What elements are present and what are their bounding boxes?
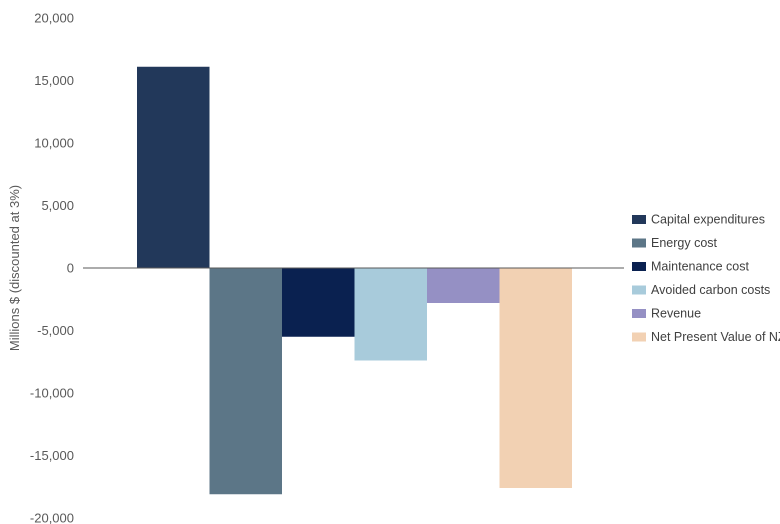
bar	[209, 268, 282, 495]
legend-swatch	[632, 262, 646, 271]
legend-swatch	[632, 238, 646, 248]
legend-swatch	[632, 309, 646, 318]
y-tick-label: 10,000	[34, 136, 74, 151]
y-tick-label: 0	[67, 261, 74, 276]
y-tick-label: 20,000	[34, 11, 74, 26]
legend-swatch	[632, 285, 646, 295]
bar	[137, 66, 210, 268]
legend-label: Capital expenditures	[651, 213, 765, 227]
y-tick-label: -20,000	[30, 511, 74, 524]
y-tick-label: 15,000	[34, 73, 74, 88]
y-tick-label: 5,000	[41, 198, 74, 213]
legend-label: Net Present Value of NZS	[651, 330, 780, 344]
bar	[427, 268, 500, 303]
y-axis-ticks: 20,000 15,000 10,000 5,000 0 -5,000 -10,000 -15…	[30, 11, 74, 524]
y-axis-label: Millions $ (discounted at 3%)	[7, 185, 22, 351]
legend-label: Energy cost	[651, 236, 718, 250]
y-tick-label: -15,000	[30, 448, 74, 463]
y-tick-label: -10,000	[30, 386, 74, 401]
bar	[282, 268, 355, 337]
legend-label: Maintenance cost	[651, 260, 750, 274]
legend-swatch	[632, 332, 646, 342]
legend-label: Revenue	[651, 307, 701, 321]
legend-label: Avoided carbon costs	[651, 283, 770, 297]
legend: Capital expenditures Energy cost Maintenan…	[632, 213, 780, 344]
y-tick-label: -5,000	[37, 323, 74, 338]
bar	[354, 268, 427, 361]
legend-swatch	[632, 215, 646, 224]
bar	[499, 268, 572, 488]
bars	[137, 66, 572, 495]
